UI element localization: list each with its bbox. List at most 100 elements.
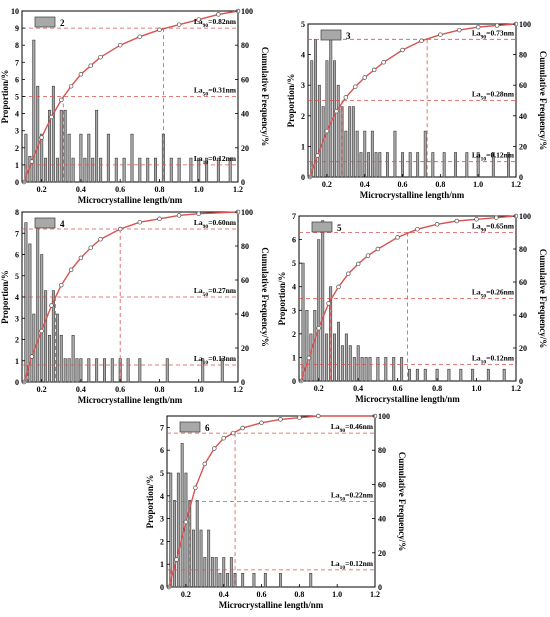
histogram-bar	[374, 152, 378, 178]
y-axis-label-right: Cumulative Frequency/%	[260, 247, 270, 347]
cumulative-point	[278, 417, 283, 422]
annotation-subscript: 50	[481, 294, 487, 300]
histogram-bar	[71, 157, 75, 183]
histogram-bar	[99, 157, 103, 183]
histogram-bar	[491, 152, 495, 178]
histogram-bar	[184, 472, 188, 588]
right-tick-label: 80	[241, 41, 249, 50]
x-axis-label: Microcrystalline length/nm	[78, 195, 183, 205]
right-tick-label: 80	[519, 245, 527, 254]
left-tick-label: 8	[15, 41, 19, 50]
left-tick-label: 5	[301, 20, 305, 29]
panel-number: 6	[205, 423, 210, 433]
histogram-bar	[36, 85, 40, 183]
annotation-subscript: 50	[203, 292, 209, 298]
histogram-bar	[344, 130, 348, 178]
annotation-value: =0.31nm	[208, 86, 237, 95]
cumulative-point	[415, 226, 420, 232]
histogram-bar	[122, 157, 126, 183]
histogram-bar	[67, 358, 71, 383]
histogram-bar	[199, 529, 203, 588]
x-tick-label: 0.4	[360, 180, 370, 189]
x-axis-label: Microcrystalline length/nm	[360, 190, 465, 200]
left-tick-label: 3	[160, 515, 164, 524]
right-tick-label: 60	[519, 278, 527, 287]
left-tick-label: 10	[11, 7, 19, 16]
cumulative-point	[68, 267, 74, 273]
histogram-bar	[263, 572, 267, 588]
histogram-bar	[348, 345, 352, 382]
annotation-subscript: 90	[203, 23, 209, 29]
annotation-label: La50=0.28nm	[472, 90, 515, 102]
left-tick-label: 7	[292, 212, 296, 221]
x-tick-label: 0.4	[76, 385, 86, 394]
legend-swatch	[34, 16, 56, 28]
cumulative-point	[324, 128, 330, 134]
histogram-bar	[355, 130, 359, 178]
histogram-bar	[24, 222, 28, 383]
annotation-value: =0.12nm	[486, 354, 515, 363]
left-tick-label: 6	[15, 251, 19, 260]
histogram-bar	[51, 290, 55, 383]
annotation-subscript: 90	[203, 224, 209, 230]
x-tick-label: 0.2	[37, 385, 47, 394]
y-axis-label-left: Proportion/%	[286, 74, 296, 128]
histogram-bar	[67, 133, 71, 183]
left-tick-label: 0	[292, 377, 296, 386]
annotation-label: La90=0.65nm	[472, 222, 515, 234]
cumulative-point	[494, 215, 499, 220]
histogram-bar	[465, 152, 469, 178]
histogram-bar	[332, 60, 336, 178]
left-tick-label: 4	[15, 293, 19, 302]
y-axis-label-left: Proportion/%	[0, 270, 10, 324]
right-tick-label: 20	[519, 142, 527, 151]
right-tick-label: 40	[519, 311, 527, 320]
cumulative-point	[346, 271, 351, 277]
cumulative-point	[29, 354, 35, 359]
annotation-value: =0.73nm	[486, 28, 515, 37]
annotation-label: La50=0.22nm	[331, 491, 374, 503]
cumulative-point	[454, 218, 460, 224]
cumulative-point	[202, 461, 208, 467]
left-tick-label: 7	[15, 229, 19, 238]
annotation-subscript: 90	[481, 228, 487, 234]
histogram-bar	[95, 358, 99, 383]
panel-6: 0.2 0.4 0.6 0.8 1.0 1.201234567020406080100Mi…	[145, 412, 407, 610]
cumulative-point	[88, 63, 93, 68]
histogram-bar	[55, 157, 59, 183]
left-tick-label: 5	[160, 469, 164, 478]
left-tick-label: 1	[301, 142, 305, 151]
cumulative-point	[98, 236, 103, 242]
x-tick-label: 0.2	[322, 180, 332, 189]
cumulative-point	[371, 67, 377, 73]
histogram-bar	[313, 309, 317, 382]
histogram-bar	[205, 157, 209, 183]
left-tick-label: 0	[15, 178, 19, 187]
histogram-bar	[51, 85, 55, 183]
right-tick-label: 100	[378, 412, 390, 421]
y-axis-label-right: Cumulative Frequency/%	[538, 249, 548, 349]
y-axis-label-right: Cumulative Frequency/%	[538, 51, 548, 151]
annotation-subscript: 10	[340, 565, 346, 571]
cumulative-point	[259, 420, 264, 426]
x-axis-label: Microcrystalline length/nm	[219, 600, 324, 610]
cumulative-point	[157, 27, 162, 33]
cumulative-point	[183, 519, 189, 525]
left-tick-label: 6	[292, 236, 296, 245]
histogram-bar	[173, 500, 176, 588]
panel-number: 2	[60, 18, 65, 28]
cumulative-point	[315, 153, 320, 158]
x-tick-label: 0.8	[294, 590, 304, 599]
right-tick-label: 60	[241, 75, 249, 84]
left-tick-label: 9	[15, 24, 19, 33]
left-tick-label: 1	[15, 161, 19, 170]
x-tick-label: 1.0	[332, 590, 342, 599]
histogram-bar	[407, 368, 411, 382]
annotation-value: =0.12nm	[486, 151, 515, 160]
cumulative-point	[176, 22, 182, 27]
cumulative-point	[316, 325, 321, 331]
annotation-label: La50=0.27nm	[194, 286, 237, 298]
histogram-bar	[321, 220, 325, 382]
left-tick-label: 3	[292, 306, 296, 315]
panel-2: 0.2 0.4 0.6 0.8 1.0 1.20123456789100204060801…	[0, 7, 270, 205]
